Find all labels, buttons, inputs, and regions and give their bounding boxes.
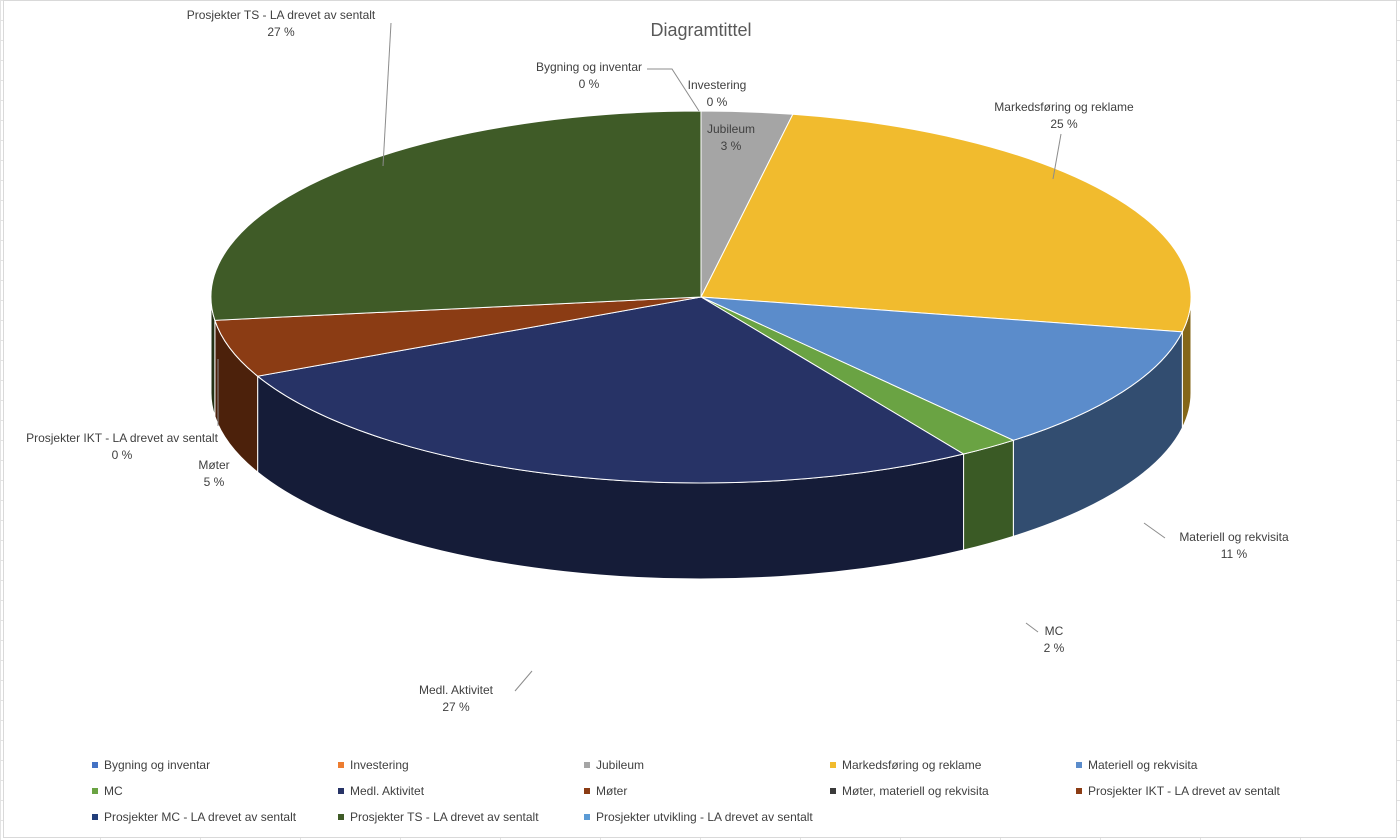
data-label-name-mc[interactable]: MC	[1045, 624, 1064, 638]
pie-slice-medl-aktivitet[interactable]	[256, 296, 965, 484]
pie-slice-markedsforing-og-reklame[interactable]	[700, 113, 1192, 333]
data-label-name-prosjekter-ts-la-drevet-av-sentalt[interactable]: Prosjekter TS - LA drevet av sentalt	[187, 8, 376, 22]
data-label-name-moter[interactable]: Møter	[198, 458, 229, 472]
data-label-value-investering[interactable]: 0 %	[707, 95, 728, 109]
legend-label: Bygning og inventar	[104, 758, 211, 772]
legend-item-moter[interactable]: Møter	[584, 781, 830, 801]
leader-line-bygning-og-inventar	[647, 68, 700, 112]
leader-line-mc	[1025, 622, 1039, 633]
chart-area[interactable]: Diagramtittel Bygning og inventar 0 % Inve…	[3, 0, 1397, 838]
legend-swatch	[584, 814, 590, 820]
leader-line-medl-aktivitet	[514, 670, 533, 692]
data-label-value-prosjekter-ikt-la-drevet-av-sentalt[interactable]: 0 %	[112, 448, 133, 462]
legend-swatch	[830, 788, 836, 794]
legend-swatch	[92, 762, 98, 768]
pie-slice-materiell-og-rekvisita[interactable]	[700, 296, 1184, 441]
data-label-value-medl-aktivitet[interactable]: 27 %	[442, 700, 470, 714]
legend-swatch	[830, 762, 836, 768]
legend-label: Markedsføring og reklame	[842, 758, 982, 772]
chart-legend[interactable]: Bygning og inventar Investering Jubileum Ma…	[92, 755, 1342, 827]
legend-swatch	[1076, 788, 1082, 794]
legend-item-materiell-og-rekvisita[interactable]: Materiell og rekvisita	[1076, 755, 1322, 775]
legend-label: Prosjekter utvikling - LA drevet av sent…	[596, 810, 813, 824]
pie-chart[interactable]: Diagramtittel Bygning og inventar 0 % Inve…	[4, 1, 1398, 839]
legend-label: Materiell og rekvisita	[1088, 758, 1198, 772]
data-label-value-markedsforing-og-reklame[interactable]: 25 %	[1050, 117, 1078, 131]
data-label-name-materiell-og-rekvisita[interactable]: Materiell og rekvisita	[1179, 530, 1289, 544]
legend-label: Prosjekter TS - LA drevet av sentalt	[350, 810, 539, 824]
legend-item-prosjekter-mc-la-drevet-av-sentalt[interactable]: Prosjekter MC - LA drevet av sentalt	[92, 807, 338, 827]
legend-swatch	[338, 814, 344, 820]
data-label-value-prosjekter-ts-la-drevet-av-sentalt[interactable]: 27 %	[267, 25, 295, 39]
legend-swatch	[92, 814, 98, 820]
pie-slice-moter[interactable]	[214, 296, 702, 377]
data-label-name-investering[interactable]: Investering	[688, 78, 747, 92]
legend-item-prosjekter-utvikling-la-drevet-av-sentalt[interactable]: Prosjekter utvikling - LA drevet av sent…	[584, 807, 830, 827]
chart-title: Diagramtittel	[650, 20, 751, 40]
legend-label: Prosjekter IKT - LA drevet av sentalt	[1088, 784, 1280, 798]
legend-label: Jubileum	[596, 758, 645, 772]
pie-side-mc[interactable]	[963, 439, 1014, 551]
leader-line-prosjekter-ts-la-drevet-av-sentalt	[382, 22, 392, 167]
leader-line-markedsforing-og-reklame	[1052, 133, 1062, 180]
legend-label: Prosjekter MC - LA drevet av sentalt	[104, 810, 297, 824]
legend-swatch	[584, 788, 590, 794]
data-label-value-bygning-og-inventar[interactable]: 0 %	[579, 77, 600, 91]
data-label-name-markedsforing-og-reklame[interactable]: Markedsføring og reklame	[994, 100, 1134, 114]
pie-slice-prosjekter-ts-la-drevet-av-sentalt[interactable]	[210, 110, 702, 321]
data-label-name-prosjekter-ikt-la-drevet-av-sentalt[interactable]: Prosjekter IKT - LA drevet av sentalt	[26, 431, 219, 445]
legend-label: Møter, materiell og rekvisita	[842, 784, 989, 798]
legend-swatch	[92, 788, 98, 794]
leader-line-materiell-og-rekvisita	[1143, 522, 1166, 539]
legend-swatch	[338, 788, 344, 794]
legend-item-prosjekter-ts-la-drevet-av-sentalt[interactable]: Prosjekter TS - LA drevet av sentalt	[338, 807, 584, 827]
legend-item-medl-aktivitet[interactable]: Medl. Aktivitet	[338, 781, 584, 801]
data-label-value-mc[interactable]: 2 %	[1044, 641, 1065, 655]
legend-label: MC	[104, 784, 123, 798]
legend-item-prosjekter-ikt-la-drevet-av-sentalt[interactable]: Prosjekter IKT - LA drevet av sentalt	[1076, 781, 1322, 801]
legend-label: Medl. Aktivitet	[350, 784, 425, 798]
legend-swatch	[338, 762, 344, 768]
legend-item-mc[interactable]: MC	[92, 781, 338, 801]
data-label-name-jubileum[interactable]: Jubileum	[707, 122, 755, 136]
data-label-name-bygning-og-inventar[interactable]: Bygning og inventar	[536, 60, 642, 74]
data-label-value-moter[interactable]: 5 %	[204, 475, 225, 489]
legend-item-bygning-og-inventar[interactable]: Bygning og inventar	[92, 755, 338, 775]
legend-label: Møter	[596, 784, 628, 798]
legend-label: Investering	[350, 758, 409, 772]
legend-item-jubileum[interactable]: Jubileum	[584, 755, 830, 775]
data-label-value-jubileum[interactable]: 3 %	[721, 139, 742, 153]
data-label-name-medl-aktivitet[interactable]: Medl. Aktivitet	[419, 683, 494, 697]
legend-item-investering[interactable]: Investering	[338, 755, 584, 775]
legend-item-moter-materiell-og-rekvisita[interactable]: Møter, materiell og rekvisita	[830, 781, 1076, 801]
data-label-value-materiell-og-rekvisita[interactable]: 11 %	[1221, 547, 1248, 561]
legend-swatch	[584, 762, 590, 768]
legend-swatch	[1076, 762, 1082, 768]
legend-item-markedsforing-og-reklame[interactable]: Markedsføring og reklame	[830, 755, 1076, 775]
